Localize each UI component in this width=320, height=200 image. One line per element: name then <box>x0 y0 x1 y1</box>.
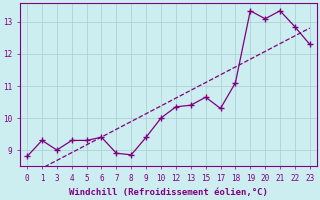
X-axis label: Windchill (Refroidissement éolien,°C): Windchill (Refroidissement éolien,°C) <box>69 188 268 197</box>
